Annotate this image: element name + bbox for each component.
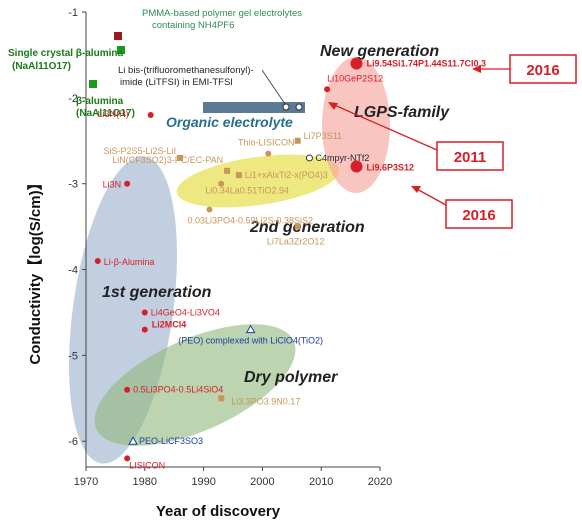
data-point bbox=[305, 154, 313, 162]
label-single-crystal-beta-alumina: Single crystal β-alumina (NaAl11O17) bbox=[8, 48, 126, 72]
data-point-label: Li4GeO4-Li3VO4 bbox=[151, 307, 220, 317]
data-point bbox=[324, 86, 331, 93]
data-point-label: Li1+xAlxTi2-x(PO4)3 bbox=[245, 170, 328, 180]
marker-single-crystal-beta-alumina bbox=[114, 32, 122, 40]
y-tick-label: -5 bbox=[68, 350, 78, 362]
y-ticks: -1 -2 -3 -4 -5 -6 bbox=[68, 7, 86, 448]
data-point-label: PEO-LiCF3SO3 bbox=[139, 436, 203, 446]
data-point-label: Li7P3S11 bbox=[304, 131, 342, 141]
y-tick-label: -6 bbox=[68, 436, 78, 448]
region-organic-bar bbox=[203, 102, 305, 113]
data-point bbox=[124, 386, 131, 393]
data-point-label: Li9.6P3S12 bbox=[366, 163, 414, 173]
data-point-label: (PEO) complexed with LiClO4(TiO2) bbox=[178, 336, 323, 346]
callout-text-2016-top: 2016 bbox=[526, 62, 559, 79]
data-point bbox=[245, 324, 256, 334]
data-point bbox=[94, 257, 101, 264]
callouts: 2016 2011 2016 bbox=[328, 54, 577, 229]
leader-litfsi bbox=[261, 69, 286, 105]
callout-arrowhead-2016-bottom bbox=[411, 186, 421, 193]
data-points: Li3N(H) SiS-P2S5-Li2S-LiILiN(CF3SO2)3-PC/… bbox=[94, 57, 486, 470]
x-axis-title: Year of discovery bbox=[156, 503, 281, 520]
data-point bbox=[147, 112, 154, 119]
data-point bbox=[350, 57, 363, 70]
data-point bbox=[124, 455, 131, 462]
label-litfsi: Li bis-(trifluoromethanesulfonyl)- imide… bbox=[118, 65, 256, 88]
x-tick-label: 1970 bbox=[74, 476, 98, 488]
data-point bbox=[177, 154, 184, 161]
marker-single-crystal-beta-alumina-2 bbox=[117, 46, 125, 54]
y-tick-label: -3 bbox=[68, 179, 78, 191]
data-point bbox=[350, 160, 363, 173]
data-point-label: Li0.34La0.51TiO2.94 bbox=[205, 186, 289, 196]
data-point bbox=[141, 309, 148, 316]
callout-box-2011 bbox=[436, 141, 504, 171]
data-point-label: Li10GeP2S12 bbox=[327, 73, 383, 83]
region-2nd-generation bbox=[176, 154, 340, 208]
data-point-label: LISICON bbox=[129, 460, 165, 470]
region-lgps bbox=[322, 57, 390, 193]
data-point bbox=[294, 137, 301, 144]
marker-litfsi-2 bbox=[295, 103, 303, 111]
label-2nd-generation: 2nd generation bbox=[249, 219, 365, 236]
data-point bbox=[206, 206, 213, 213]
data-point bbox=[128, 436, 138, 445]
y-tick-label: -4 bbox=[68, 265, 78, 277]
axes: 1970 1980 1990 2000 2010 2020 -1 -2 -3 -4 -5 -6 Ye… bbox=[26, 7, 392, 520]
data-point-label: LiN(CF3SO2)3-PC/EC-PAN bbox=[112, 155, 223, 165]
marker-beta-alumina bbox=[89, 80, 97, 88]
data-point-label: 0.5Li3PO4-0.5Li4SiO4 bbox=[133, 385, 223, 395]
data-point bbox=[218, 395, 225, 402]
extra-annotations: Single crystal β-alumina (NaAl11O17) β-a… bbox=[8, 8, 305, 119]
data-point bbox=[294, 223, 301, 230]
callout-text-2016-bottom: 2016 bbox=[462, 207, 495, 224]
callout-box-2016-bottom bbox=[445, 199, 513, 229]
region-dry-polymer bbox=[94, 324, 296, 446]
callout-arrowhead-2016-top bbox=[472, 65, 481, 73]
data-point bbox=[265, 150, 272, 157]
data-point bbox=[124, 180, 131, 187]
x-tick-label: 1980 bbox=[133, 476, 157, 488]
data-point-label: SiS-P2S5-Li2S-LiI bbox=[104, 146, 177, 156]
data-point bbox=[224, 167, 231, 174]
regions bbox=[68, 57, 390, 464]
label-1st-generation: 1st generation bbox=[102, 284, 212, 301]
x-tick-label: 1990 bbox=[191, 476, 215, 488]
label-pmma: PMMA-based polymer gel electrolytes cont… bbox=[142, 8, 305, 31]
data-point-label: Li3N(H) bbox=[98, 109, 129, 119]
y-tick-label: -2 bbox=[68, 93, 78, 105]
data-point-label: 0.03Li3PO4-0.59Li2S-0.38SiS2 bbox=[187, 215, 313, 225]
label-organic-electrolyte: Organic electrolyte bbox=[166, 114, 293, 130]
x-tick-label: 2010 bbox=[309, 476, 333, 488]
data-point-label: Li3.3PO3.9N0.17 bbox=[231, 396, 300, 406]
data-point bbox=[141, 326, 148, 333]
callout-text-2011: 2011 bbox=[454, 149, 487, 166]
label-beta-alumina: β-alumina (NaAl11O17) bbox=[76, 96, 135, 119]
label-lgps-family: LGPS-family bbox=[354, 104, 450, 121]
y-tick-label: -1 bbox=[68, 7, 78, 19]
callout-arrow-2011 bbox=[331, 103, 438, 151]
data-point-label: C4mpyr-NTf2 bbox=[315, 153, 369, 163]
x-ticks: 1970 1980 1990 2000 2010 2020 bbox=[74, 467, 392, 488]
data-point-label: Li2MCl4 bbox=[152, 320, 187, 330]
data-point-label: Li7La3Zr2O12 bbox=[267, 237, 325, 247]
x-tick-label: 2020 bbox=[368, 476, 392, 488]
label-dry-polymer: Dry polymer bbox=[244, 369, 338, 386]
y-axis-title: Conductivity【log(S/cm)】 bbox=[26, 175, 44, 364]
x-tick-label: 2000 bbox=[250, 476, 274, 488]
marker-litfsi-1 bbox=[282, 103, 290, 111]
data-point bbox=[235, 172, 242, 179]
data-point-label: Li9.54Si1.74P1.44S11.7Cl0.3 bbox=[366, 59, 486, 69]
data-point-label: Li-β-Alumina bbox=[104, 257, 155, 267]
data-point-label: Thio-LISICON bbox=[238, 138, 295, 148]
data-point bbox=[218, 180, 225, 187]
data-point-label: Li3N bbox=[103, 180, 122, 190]
callout-arrowhead-2011 bbox=[328, 102, 338, 110]
callout-box-2016-top bbox=[509, 54, 577, 84]
label-new-generation: New generation bbox=[320, 43, 439, 60]
callout-arrow-2016-bottom bbox=[414, 187, 447, 206]
